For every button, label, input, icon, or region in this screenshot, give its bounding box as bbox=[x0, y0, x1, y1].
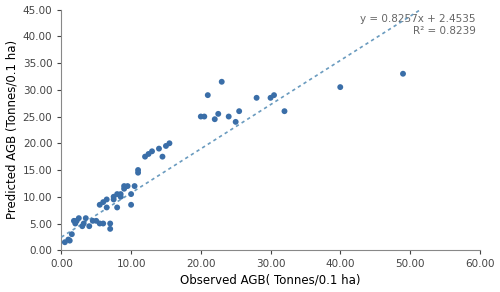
Point bbox=[102, 197, 110, 202]
Point bbox=[72, 221, 80, 226]
Point bbox=[148, 149, 156, 154]
Point bbox=[197, 114, 205, 119]
Point bbox=[232, 119, 239, 124]
Point bbox=[99, 200, 107, 204]
Point bbox=[204, 93, 212, 98]
Point bbox=[110, 197, 118, 202]
Point bbox=[166, 141, 173, 146]
Point bbox=[252, 95, 260, 100]
Point bbox=[66, 238, 74, 243]
Point bbox=[113, 192, 121, 197]
Point bbox=[106, 221, 114, 226]
Point bbox=[92, 218, 100, 223]
Point bbox=[155, 146, 163, 151]
Point bbox=[336, 85, 344, 89]
Point bbox=[106, 227, 114, 231]
Point bbox=[113, 205, 121, 210]
Point bbox=[82, 216, 90, 220]
Point bbox=[80, 221, 88, 226]
Point bbox=[99, 221, 107, 226]
Point bbox=[280, 109, 288, 114]
Point bbox=[116, 192, 124, 197]
Point bbox=[120, 186, 128, 191]
Point bbox=[200, 114, 208, 119]
Point bbox=[70, 218, 78, 223]
Point bbox=[78, 224, 86, 229]
Point bbox=[399, 72, 407, 76]
Point bbox=[214, 112, 222, 116]
Point bbox=[110, 194, 118, 199]
Point bbox=[162, 144, 170, 148]
Point bbox=[130, 184, 138, 188]
Point bbox=[270, 93, 278, 98]
Point bbox=[116, 194, 124, 199]
Point bbox=[235, 109, 243, 114]
Point bbox=[211, 117, 219, 121]
Text: y = 0.8257x + 2.4535
R² = 0.8239: y = 0.8257x + 2.4535 R² = 0.8239 bbox=[360, 14, 476, 36]
Point bbox=[86, 224, 94, 229]
Point bbox=[124, 184, 132, 188]
Point bbox=[88, 218, 96, 223]
Point bbox=[144, 152, 152, 156]
Point bbox=[134, 168, 142, 172]
Point bbox=[127, 202, 135, 207]
Point bbox=[102, 205, 110, 210]
Point bbox=[158, 154, 166, 159]
Point bbox=[141, 154, 149, 159]
Point bbox=[127, 192, 135, 197]
Point bbox=[134, 170, 142, 175]
Point bbox=[61, 240, 69, 245]
Point bbox=[218, 79, 226, 84]
X-axis label: Observed AGB( Tonnes/0.1 ha): Observed AGB( Tonnes/0.1 ha) bbox=[180, 273, 361, 286]
Point bbox=[75, 216, 83, 220]
Point bbox=[96, 221, 104, 226]
Point bbox=[72, 218, 80, 223]
Point bbox=[266, 95, 274, 100]
Point bbox=[64, 237, 72, 242]
Point bbox=[96, 202, 104, 207]
Point bbox=[68, 232, 76, 237]
Point bbox=[224, 114, 232, 119]
Y-axis label: Predicted AGB (Tonnes/0.1 ha): Predicted AGB (Tonnes/0.1 ha) bbox=[6, 40, 18, 220]
Point bbox=[120, 184, 128, 188]
